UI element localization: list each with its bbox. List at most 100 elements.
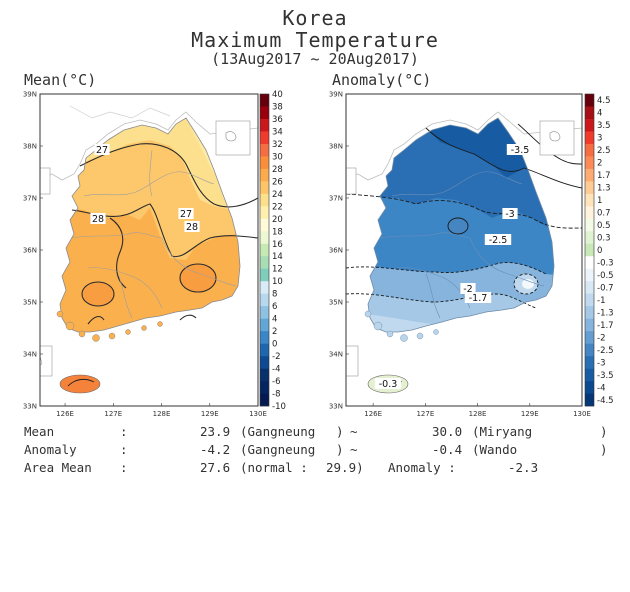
mean-colorbar-label: -6 bbox=[272, 377, 280, 387]
stats-anomaly-row: Anomaly : -4.2 (Gangneung ) ~ -0.4 (Wand… bbox=[24, 442, 624, 458]
stats-anomaly-max-station: (Wando bbox=[472, 442, 518, 457]
mean-colorbar-label: -2 bbox=[272, 352, 280, 362]
anomaly-colorbar-swatch bbox=[585, 306, 594, 319]
map-title-variable: Maximum Temperature bbox=[191, 28, 439, 52]
mean-colorbar-swatch bbox=[260, 343, 269, 357]
anomaly-contour-label: -3.5 bbox=[511, 145, 530, 156]
anomaly-colorbar-swatch bbox=[585, 318, 594, 332]
mean-colorbar-label: 6 bbox=[272, 302, 277, 312]
mean-colorbar-swatch bbox=[260, 131, 269, 145]
mean-colorbar-swatch bbox=[260, 356, 269, 369]
anomaly-lat-label: 37N bbox=[329, 195, 343, 203]
mean-colorbar-label: 28 bbox=[272, 165, 283, 175]
anomaly-colorbar-swatch bbox=[585, 94, 594, 107]
anomaly-lat-label: 38N bbox=[329, 143, 343, 151]
stats-anomaly-colon: : bbox=[120, 442, 128, 457]
mean-colorbar-label: 32 bbox=[272, 140, 283, 150]
mean-colorbar-label: 10 bbox=[272, 277, 283, 287]
anomaly-lat-label: 33N bbox=[329, 403, 343, 411]
mean-lon-label: 128E bbox=[153, 410, 171, 418]
stats-area-label: Area Mean bbox=[24, 460, 92, 475]
mean-colorbar-swatch bbox=[260, 393, 269, 407]
jeju-island bbox=[59, 374, 101, 394]
mean-colorbar-swatch bbox=[260, 293, 269, 307]
anomaly-colorbar-swatch bbox=[585, 268, 594, 282]
anomaly-colorbar-label: 4.5 bbox=[597, 96, 611, 106]
map-title-region: Korea bbox=[282, 6, 348, 30]
anomaly-colorbar-label: -2 bbox=[597, 333, 605, 343]
mean-colorbar-swatch bbox=[260, 94, 269, 107]
mean-colorbar-label: 26 bbox=[272, 177, 283, 187]
anomaly-colorbar-label: 4 bbox=[597, 109, 602, 119]
anomaly-islands bbox=[364, 310, 439, 342]
sw-island-inset bbox=[40, 345, 53, 377]
mean-lat-label: 35N bbox=[23, 299, 37, 307]
anomaly-colorbar-label: -1 bbox=[597, 296, 605, 306]
anomaly-colorbar-label: 1.7 bbox=[597, 171, 611, 181]
anomaly-contour-label: -2 bbox=[463, 284, 472, 295]
anomaly-fill-minus2 bbox=[368, 262, 554, 332]
mean-colorbar-label: 16 bbox=[272, 240, 283, 250]
anomaly-colorbar-swatch bbox=[585, 368, 594, 382]
anomaly-province-borders bbox=[379, 171, 545, 319]
anomaly-colorbar-swatch bbox=[585, 156, 594, 170]
stats-mean-tilde: ~ bbox=[350, 424, 358, 439]
mean-panel-title: Mean(°C) bbox=[24, 71, 97, 89]
mean-colorbar-swatch bbox=[260, 381, 269, 394]
mean-lat-label: 38N bbox=[23, 143, 37, 151]
mean-colorbar-label: 34 bbox=[272, 127, 283, 137]
mean-colorbar-label: -10 bbox=[272, 402, 286, 412]
mean-lon-label: 129E bbox=[201, 410, 219, 418]
stats-area-anomaly-label: Anomaly : bbox=[388, 460, 456, 475]
stats-anomaly-max-close: ) bbox=[600, 442, 608, 457]
stats-area-anomaly-value: -2.3 bbox=[508, 460, 539, 475]
anomaly-colorbar-label: -1.3 bbox=[597, 308, 614, 318]
anomaly-colorbar-swatch bbox=[585, 343, 594, 357]
mean-colorbar-label: 2 bbox=[272, 327, 277, 337]
mean-colorbar-label: 4 bbox=[272, 315, 277, 325]
mean-lat-label: 36N bbox=[23, 247, 37, 255]
mean-colorbar-label: -8 bbox=[272, 390, 280, 400]
anomaly-colorbar-label: -0.5 bbox=[597, 271, 614, 281]
anomaly-colorbar-label: 1 bbox=[597, 196, 602, 206]
anomaly-colorbar-label: 2 bbox=[597, 159, 602, 169]
anomaly-lat-label: 39N bbox=[329, 91, 343, 99]
anomaly-colorbar-label: -3 bbox=[597, 358, 605, 368]
mean-colorbar-swatch bbox=[260, 306, 269, 319]
stats-mean-min-station: (Gangneung bbox=[240, 424, 316, 439]
stats-mean-min-value: 23.9 bbox=[200, 424, 231, 439]
mean-lat-label: 33N bbox=[23, 403, 37, 411]
stats-area-row: Area Mean : 27.6 (normal : 29.9) Anomaly… bbox=[24, 460, 624, 476]
mean-contour-label: 27 bbox=[96, 145, 108, 156]
mean-colorbar-swatch bbox=[260, 331, 269, 344]
mean-contour-label-bg bbox=[94, 144, 110, 155]
anomaly-contour-label-bg bbox=[502, 208, 518, 219]
stats-mean-colon: : bbox=[120, 424, 128, 439]
mean-islands bbox=[56, 310, 163, 342]
anomaly-contour-label: -0.3 bbox=[379, 379, 398, 390]
nw-island-inset bbox=[40, 167, 51, 195]
anomaly-colorbar-swatch bbox=[585, 106, 594, 120]
mean-colorbar-label: 18 bbox=[272, 227, 283, 237]
mean-lon-label: 127E bbox=[104, 410, 122, 418]
anomaly-colorbar-swatch bbox=[585, 118, 594, 132]
mean-colorbar-label: 14 bbox=[272, 252, 283, 262]
mean-colorbar-swatch bbox=[260, 281, 269, 294]
anomaly-lon-label: 128E bbox=[469, 410, 487, 418]
stats-anomaly-label: Anomaly bbox=[24, 442, 77, 457]
stats-mean-max-value: 30.0 bbox=[432, 424, 463, 439]
mean-colorbar-swatch bbox=[260, 143, 269, 157]
anomaly-lon-label: 130E bbox=[573, 410, 591, 418]
mean-colorbar-label: -4 bbox=[272, 365, 280, 375]
mean-colorbar-swatch bbox=[260, 156, 269, 170]
anomaly-contour-label-bg bbox=[460, 283, 476, 294]
anomaly-colorbar-label: 3 bbox=[597, 134, 602, 144]
anomaly-lon-label: 126E bbox=[364, 410, 382, 418]
anomaly-colorbar-label: 0 bbox=[597, 246, 602, 256]
mean-lon-label: 126E bbox=[56, 410, 74, 418]
mean-colorbar-label: 0 bbox=[272, 340, 277, 350]
mean-colorbar-swatch bbox=[260, 218, 269, 232]
mean-colorbar-swatch bbox=[260, 106, 269, 120]
anomaly-colorbar-label: -3.5 bbox=[597, 371, 614, 381]
anomaly-colorbar-label: 0.7 bbox=[597, 209, 611, 219]
